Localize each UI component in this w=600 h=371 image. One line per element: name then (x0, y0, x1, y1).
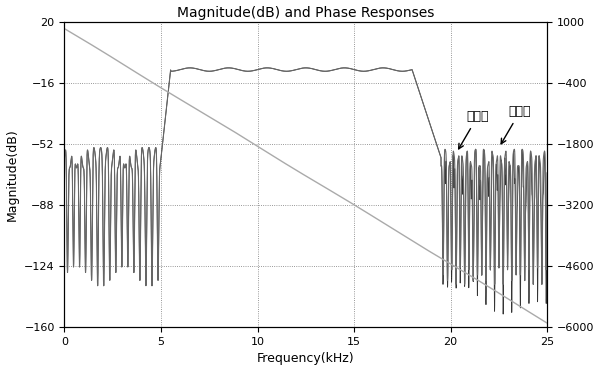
X-axis label: Frequency(kHz): Frequency(kHz) (257, 352, 355, 365)
Text: 量化前: 量化前 (458, 111, 488, 149)
Text: 量化后: 量化后 (501, 105, 531, 144)
Y-axis label: Magnitude(dB): Magnitude(dB) (5, 128, 19, 221)
Title: Magnitude(dB) and Phase Responses: Magnitude(dB) and Phase Responses (177, 6, 434, 20)
